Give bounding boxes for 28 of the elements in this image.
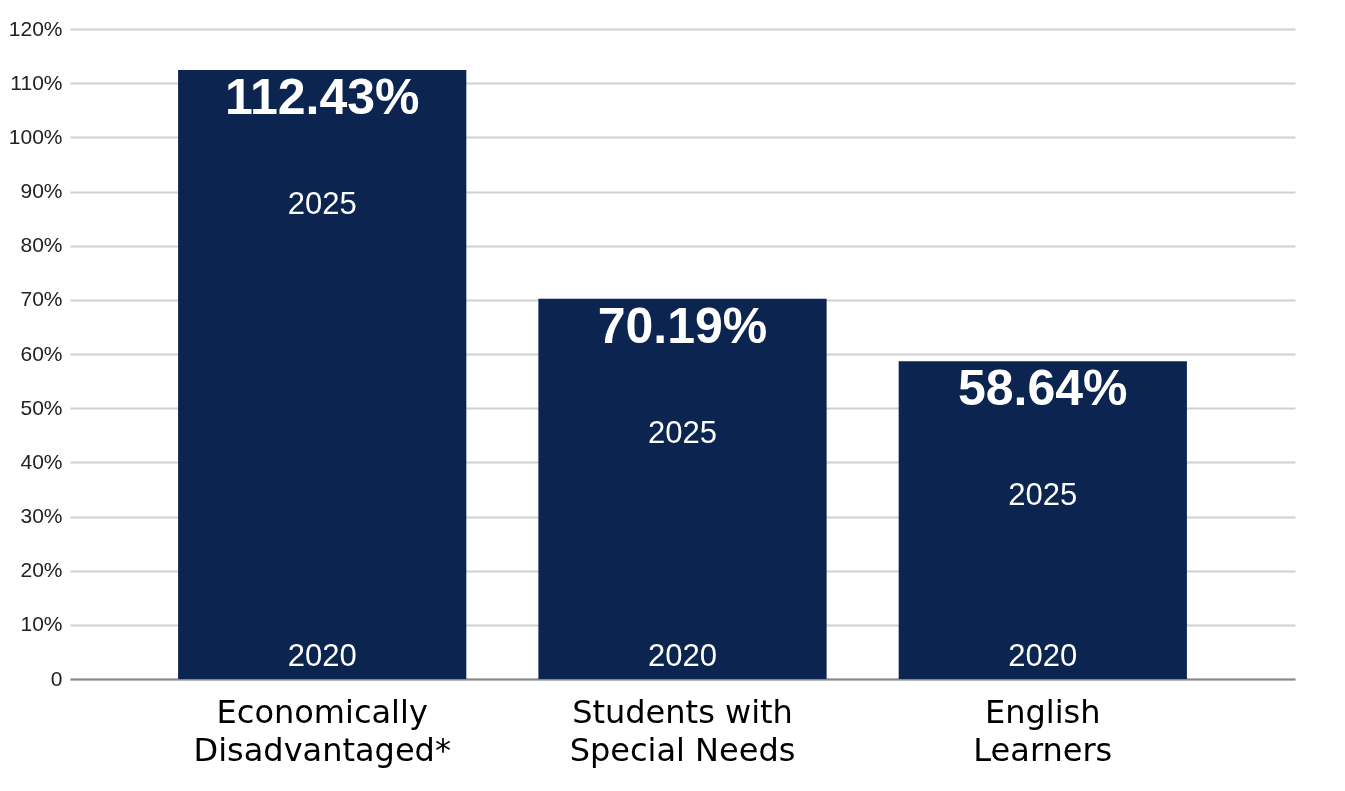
annotation: 2020 [648,638,717,673]
annotation: 2025 [648,414,717,450]
y-tick-label: 80% [20,233,63,257]
y-tick-label: 100% [8,124,63,148]
annotation: 2020 [287,638,357,673]
y-tick-label: 70% [20,287,63,311]
data-label: 58.64% [958,360,1128,417]
y-tick-label: 40% [20,449,63,473]
data-label: 112.43% [224,69,420,125]
y-tick-label: 20% [20,558,63,582]
bar [178,70,467,679]
y-tick-label: 30% [20,504,63,527]
y-tick-label: 110% [10,70,63,94]
annotation: 2025 [287,186,357,221]
bar [538,298,827,679]
x-tick-label: Students with Special Needs [569,692,796,769]
x-tick-label: Economically Disadvantaged* [193,692,451,769]
y-tick-label: 90% [20,179,63,202]
bar [898,361,1187,679]
y-tick-label: 50% [20,395,63,419]
y-tick-label: 60% [20,341,63,365]
y-tick-label: 10% [20,612,63,636]
data-label: 70.19% [597,297,768,354]
annotation: 2020 [1008,638,1078,673]
y-tick-label: 0 [50,666,63,690]
y-tick-label: 120% [8,16,63,40]
annotation: 2025 [1008,477,1078,513]
x-tick-label: English Learners [973,692,1113,769]
